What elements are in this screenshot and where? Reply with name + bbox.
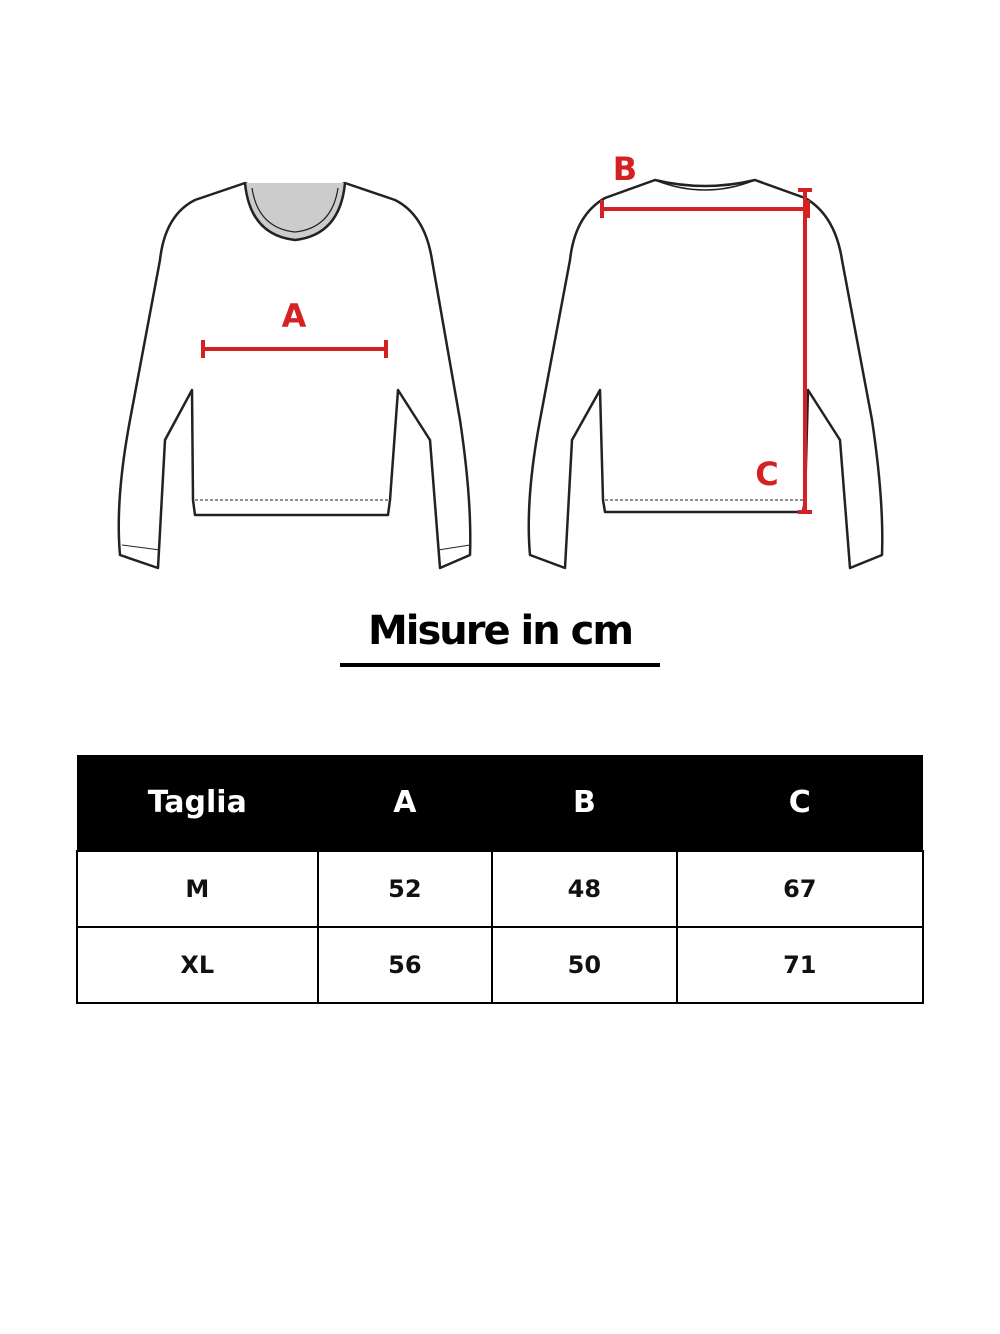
table-header-row: Taglia A B C [77, 755, 923, 851]
cell-a: 56 [316, 926, 494, 1004]
page-title: Misure in cm [367, 608, 634, 654]
size-table: Taglia A B C M 52 48 67 XL 56 50 71 [76, 755, 925, 1004]
label-b: B [613, 150, 637, 188]
header-size: Taglia [77, 755, 318, 851]
cell-b: 50 [491, 926, 678, 1004]
cell-size: M [76, 850, 319, 928]
table-row: M 52 48 67 [76, 850, 925, 928]
cell-c: 71 [675, 926, 925, 1004]
back-sweater-illustration [527, 178, 884, 570]
cell-b: 48 [491, 850, 678, 928]
header-b: B [492, 755, 677, 851]
cell-size: XL [76, 926, 319, 1004]
label-c: C [755, 455, 778, 493]
sweater-diagram: A B C [117, 150, 884, 570]
label-a: A [282, 297, 307, 335]
front-sweater-illustration [117, 181, 472, 570]
header-c: C [676, 755, 923, 851]
cell-a: 52 [316, 850, 494, 928]
cell-c: 67 [675, 850, 925, 928]
table-row: XL 56 50 71 [76, 926, 925, 1004]
title-underline [340, 663, 660, 667]
header-a: A [317, 755, 493, 851]
